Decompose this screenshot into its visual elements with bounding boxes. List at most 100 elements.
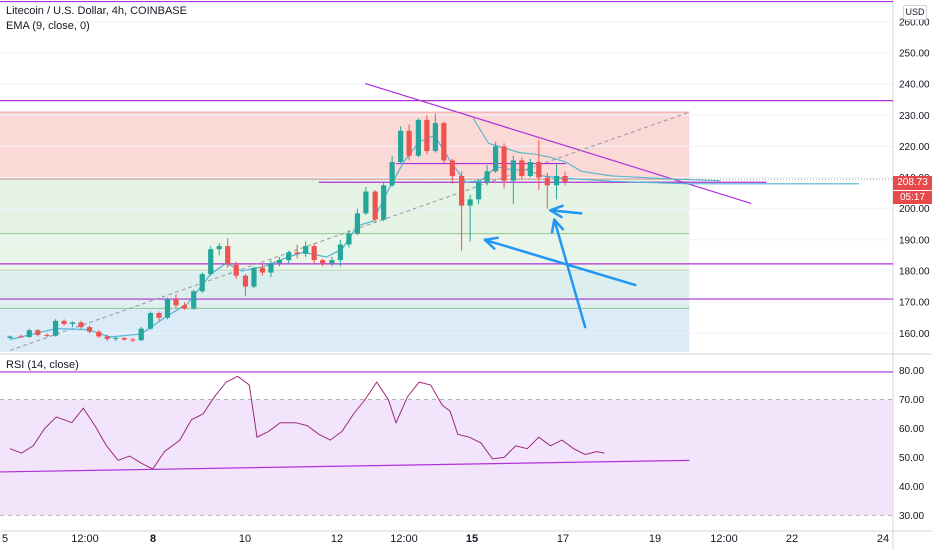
candle-body [527, 161, 533, 176]
candle[interactable] [398, 126, 404, 164]
candle[interactable] [259, 264, 266, 276]
candle[interactable] [484, 165, 490, 186]
price-tick-label: 220.00 [899, 142, 930, 153]
blue-arrow[interactable] [550, 218, 587, 329]
fib-dashed-diagonal[interactable] [9, 111, 690, 351]
candle[interactable] [276, 256, 283, 267]
candle[interactable] [510, 155, 516, 205]
candle[interactable] [69, 321, 76, 328]
candle[interactable] [337, 239, 344, 267]
candle[interactable] [268, 260, 274, 278]
candle[interactable] [156, 311, 162, 321]
rsi-pane[interactable] [0, 371, 893, 473]
candle[interactable] [467, 194, 473, 242]
price-tick-label: 250.00 [899, 48, 930, 59]
fib-zone [0, 112, 690, 180]
candle[interactable] [459, 171, 465, 251]
candle[interactable] [432, 113, 438, 153]
candle[interactable] [78, 320, 84, 329]
candle-body [519, 160, 525, 176]
candle[interactable] [329, 256, 335, 267]
bar-countdown-tag: 05:17 [893, 191, 932, 204]
candle[interactable] [52, 319, 59, 337]
candle[interactable] [96, 330, 102, 338]
candle[interactable] [26, 328, 32, 338]
candle[interactable] [476, 179, 482, 205]
ema-indicator-label[interactable]: EMA (9, close, 0) [6, 20, 90, 32]
candle[interactable] [86, 325, 93, 334]
candle[interactable] [216, 242, 222, 256]
candle-body [199, 274, 205, 292]
candle[interactable] [225, 238, 231, 268]
candle[interactable] [44, 333, 50, 338]
price-tick-label: 200.00 [899, 204, 930, 215]
candle-body [492, 146, 499, 172]
candle[interactable] [164, 297, 171, 320]
rsi-indicator-label[interactable]: RSI (14, close) [6, 359, 79, 371]
rsi-tick-label: 30.00 [899, 511, 924, 522]
candle-body [467, 199, 473, 206]
candle[interactable] [199, 272, 205, 293]
candle[interactable] [7, 335, 13, 339]
candle[interactable] [381, 182, 387, 222]
candle[interactable] [320, 258, 326, 267]
blue-arrow[interactable] [549, 204, 583, 219]
candle[interactable] [113, 336, 119, 342]
candle[interactable] [61, 319, 67, 326]
candle-body [354, 213, 360, 234]
candle[interactable] [553, 163, 560, 200]
candle[interactable] [35, 329, 41, 337]
candle[interactable] [147, 311, 154, 331]
candle[interactable] [138, 327, 144, 342]
candle[interactable] [251, 266, 257, 289]
candle[interactable] [294, 244, 300, 259]
candle[interactable] [130, 337, 136, 343]
candle[interactable] [346, 230, 352, 248]
candle-body [303, 246, 309, 254]
candle[interactable] [562, 171, 568, 186]
candle[interactable] [406, 124, 412, 161]
arrow-head [550, 218, 556, 234]
candle[interactable] [527, 158, 533, 178]
candle-body [320, 260, 326, 264]
chart-title[interactable]: Litecoin / U.S. Dollar, 4h, COINBASE [6, 5, 187, 17]
blue-arrow[interactable] [483, 236, 637, 287]
candle[interactable] [372, 190, 378, 223]
candle-body [406, 130, 412, 156]
candle-body [337, 244, 344, 261]
candle[interactable] [208, 246, 214, 276]
currency-badge[interactable]: USD [903, 5, 927, 20]
candle[interactable] [18, 334, 24, 338]
candle[interactable] [242, 274, 249, 296]
candle[interactable] [104, 334, 110, 342]
candle-body [501, 146, 507, 181]
candle[interactable] [233, 261, 239, 279]
candle[interactable] [389, 155, 395, 187]
candle[interactable] [181, 302, 188, 310]
candle[interactable] [303, 241, 309, 257]
candles[interactable] [7, 113, 568, 343]
candle[interactable] [121, 337, 127, 341]
candle[interactable] [286, 250, 292, 264]
candle[interactable] [519, 157, 525, 180]
rsi-tick-label: 50.00 [899, 453, 924, 464]
candle[interactable] [449, 158, 455, 184]
candle[interactable] [173, 294, 179, 309]
last-price-tag: 208.73 [893, 176, 932, 190]
candle[interactable] [544, 172, 550, 209]
candle[interactable] [441, 121, 447, 164]
candle[interactable] [424, 115, 430, 155]
candle[interactable] [536, 140, 542, 191]
rsi-trendline[interactable] [0, 459, 690, 473]
candle[interactable] [311, 242, 317, 264]
candle-body [544, 177, 550, 186]
candle[interactable] [354, 208, 360, 236]
candle-body [415, 119, 421, 156]
candle[interactable] [492, 141, 499, 173]
candle[interactable] [191, 289, 197, 310]
candle-body [372, 191, 378, 220]
candle[interactable] [501, 143, 507, 189]
candle[interactable] [415, 118, 421, 158]
candle[interactable] [363, 186, 369, 215]
